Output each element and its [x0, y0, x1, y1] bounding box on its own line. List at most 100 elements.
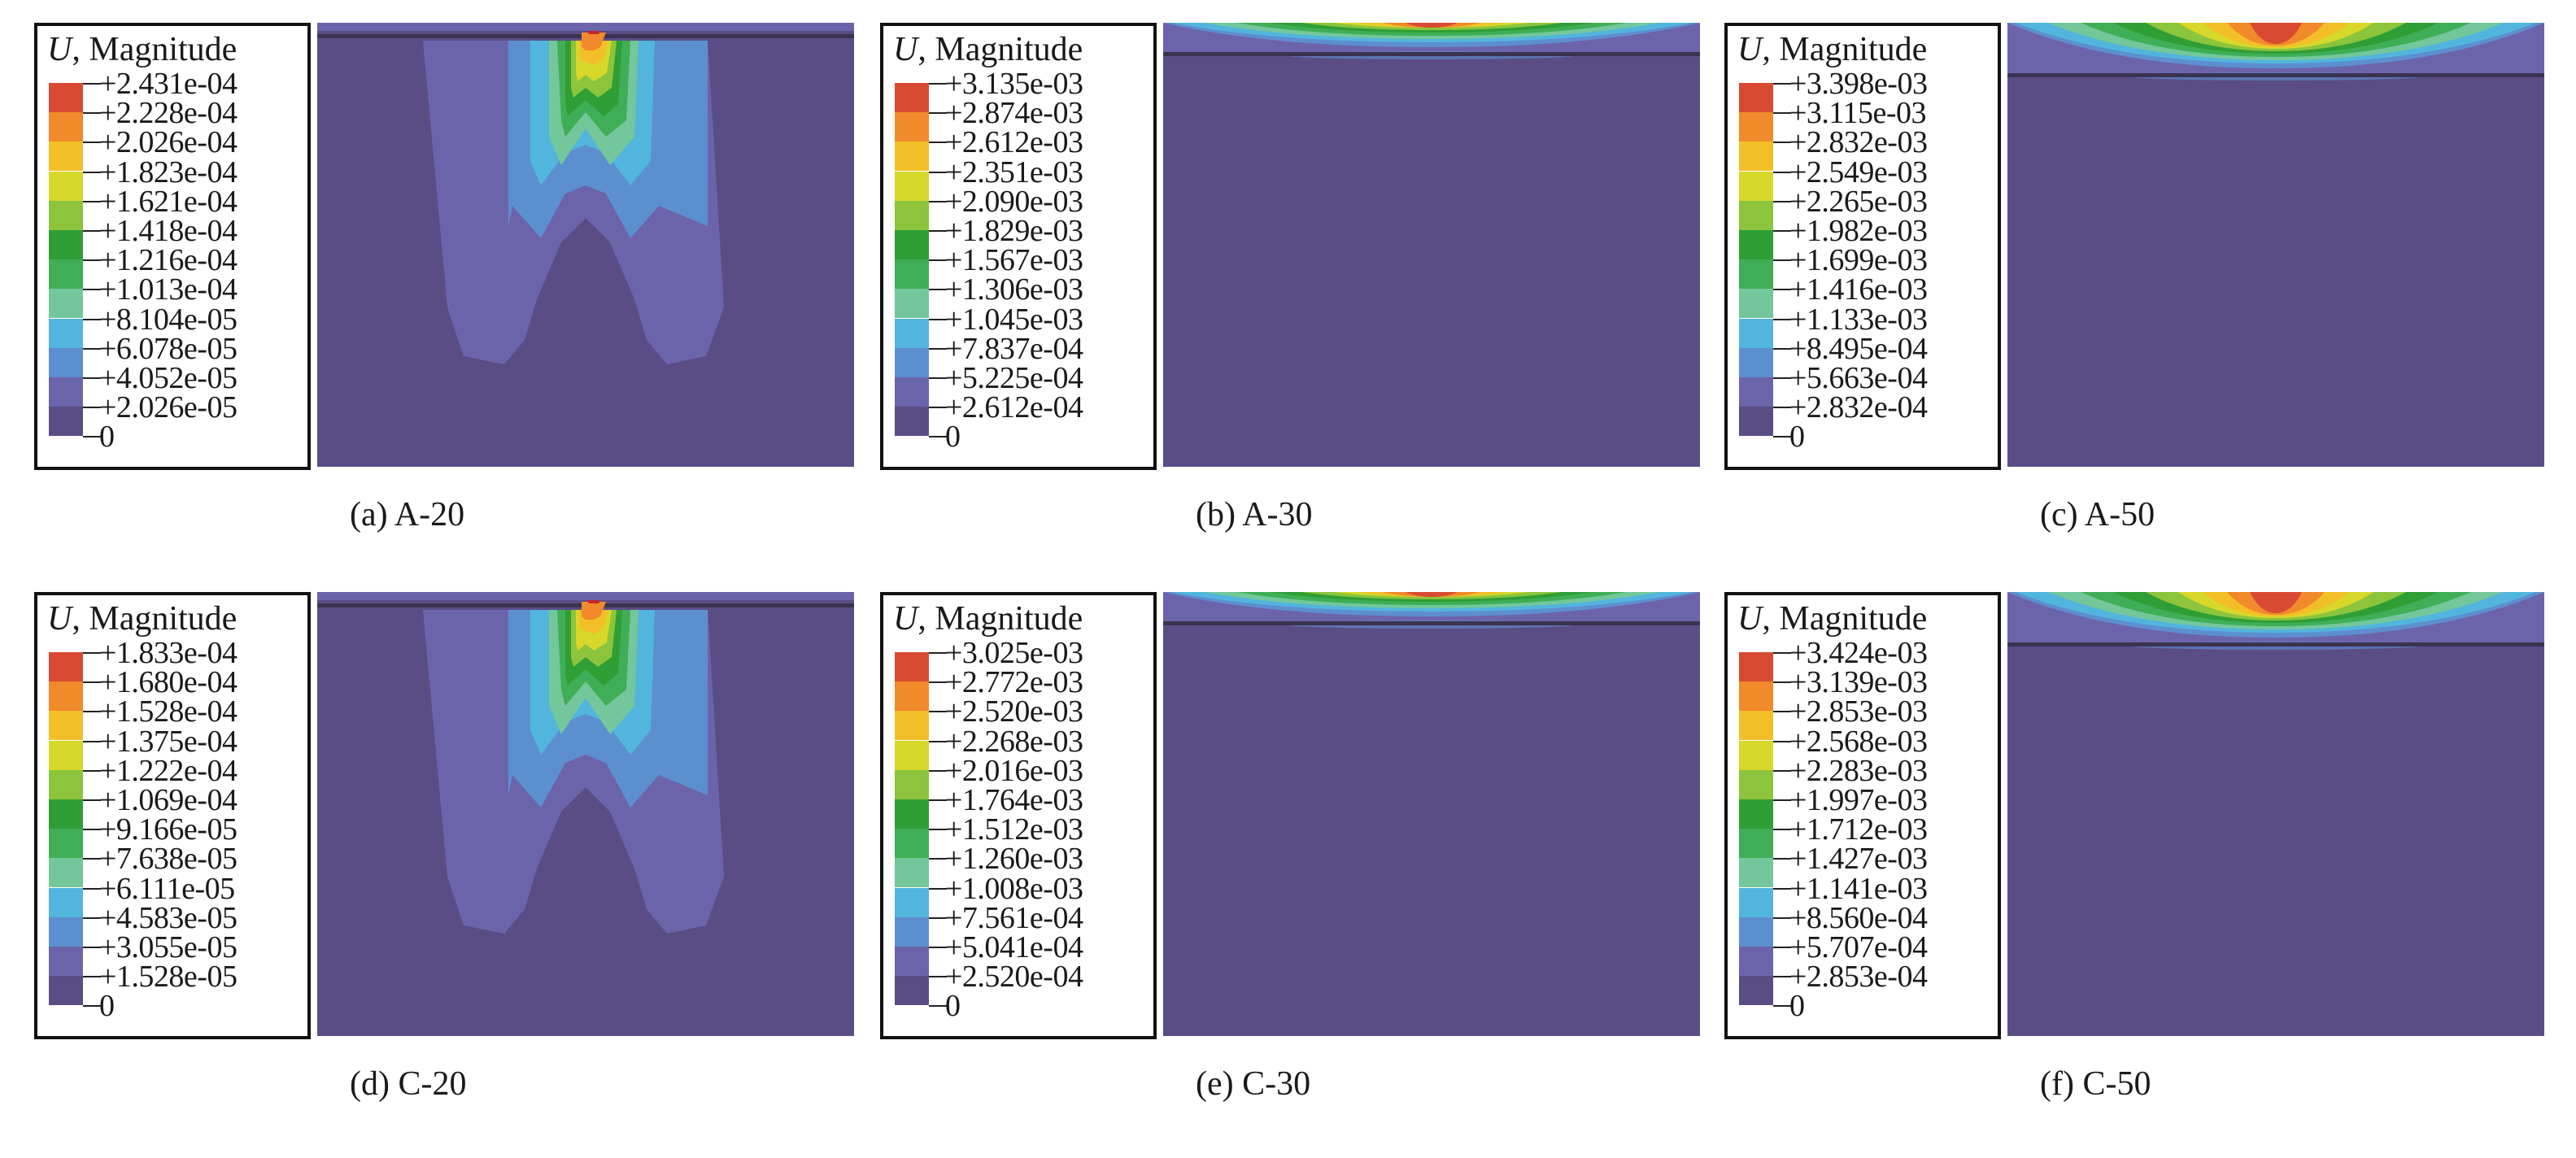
- legend-label: +5.225e-04: [945, 361, 1083, 395]
- legend-tick: [83, 740, 101, 742]
- legend-swatch: [1739, 652, 1773, 681]
- legend-label: +2.832e-03: [1789, 125, 1928, 160]
- legend-tick: [83, 83, 101, 85]
- contour-plot-svg: [317, 592, 854, 1036]
- legend-label: +4.583e-05: [99, 900, 238, 935]
- legend-label: +1.045e-03: [945, 302, 1083, 337]
- legend-tick: [83, 436, 101, 438]
- legend-label: +1.512e-03: [945, 812, 1083, 847]
- contour-zone-10: [582, 33, 606, 50]
- legend-title-variable: U: [893, 31, 918, 68]
- legend-label: +1.823e-04: [99, 155, 238, 189]
- legend-label: +1.712e-03: [1789, 812, 1928, 847]
- legend-swatch: [895, 769, 929, 799]
- layer-boundary-line: [2007, 642, 2544, 646]
- legend-swatch: [49, 259, 83, 290]
- legend-swatch: [49, 976, 83, 1006]
- legend-swatch: [1739, 407, 1773, 437]
- legend-title-text: , Magnitude: [72, 600, 238, 638]
- legend-swatch: [895, 112, 929, 142]
- legend-swatch: [49, 407, 83, 437]
- legend-tick: [929, 200, 947, 202]
- legend-label: +1.418e-04: [99, 214, 238, 248]
- legend-swatch: [1739, 858, 1773, 888]
- legend-tick: [83, 230, 101, 232]
- legend-tick: [1773, 711, 1791, 713]
- legend-title-variable: U: [47, 31, 72, 68]
- legend-label: 0: [1789, 420, 1805, 455]
- legend-swatch: [895, 799, 929, 829]
- legend-tick: [1773, 83, 1791, 85]
- legend-label: +1.699e-03: [1789, 243, 1928, 278]
- legend-label: +7.638e-05: [99, 842, 238, 877]
- legend-tick: [83, 377, 101, 379]
- panel-caption: (d) C-20: [350, 1065, 467, 1103]
- legend-swatch: [895, 407, 929, 437]
- panel-caption: (e) C-30: [1196, 1065, 1311, 1103]
- legend-label: +9.166e-05: [99, 812, 238, 847]
- layer-boundary-line: [1163, 621, 1700, 625]
- legend-title-text: , Magnitude: [918, 31, 1083, 68]
- legend-label: +3.424e-03: [1789, 636, 1928, 670]
- legend-tick: [1773, 289, 1791, 291]
- legend-tick: [1773, 347, 1791, 350]
- legend-title-variable: U: [47, 600, 72, 638]
- legend-tick: [1773, 141, 1791, 144]
- legend-swatch: [49, 858, 83, 888]
- legend-label: 0: [1789, 989, 1805, 1024]
- legend-tick: [929, 289, 947, 291]
- legend-tick: [83, 916, 101, 919]
- legend-tick: [83, 347, 101, 350]
- legend-tick: [1773, 318, 1791, 320]
- legend-swatch: [1739, 799, 1773, 829]
- legend-swatch: [49, 318, 83, 348]
- legend-label: +4.052e-05: [99, 361, 238, 395]
- legend-swatch: [895, 377, 929, 407]
- legend-tick: [83, 887, 101, 890]
- color-legend: U, Magnitude +3.424e-03 +3.139e-03 +2.853e-…: [1724, 592, 2001, 1039]
- legend-swatch: [895, 141, 929, 172]
- legend-title: U, Magnitude: [1737, 29, 1927, 70]
- legend-title-variable: U: [1737, 31, 1763, 68]
- legend-swatch: [1739, 347, 1773, 377]
- contour-plot-svg: [317, 23, 854, 467]
- legend-label: +7.837e-04: [945, 331, 1083, 366]
- legend-tick: [1773, 436, 1791, 438]
- contour-panel-6: U, Magnitude +3.424e-03 +3.139e-03 +2.853e-…: [1690, 569, 2544, 1103]
- legend-tick: [929, 171, 947, 173]
- legend-label: +1.222e-04: [99, 753, 238, 788]
- panel-caption: (c) A-50: [2040, 496, 2155, 533]
- legend-swatch: [895, 171, 929, 201]
- legend-tick: [929, 711, 947, 713]
- legend-label: 0: [99, 989, 115, 1024]
- contour-plot: [1163, 23, 1700, 467]
- legend-tick: [929, 681, 947, 684]
- legend-swatch: [1739, 141, 1773, 172]
- legend-tick: [929, 740, 947, 742]
- legend-tick: [83, 652, 101, 654]
- legend-swatch: [49, 799, 83, 829]
- legend-label: +5.663e-04: [1789, 361, 1928, 395]
- legend-tick: [83, 976, 101, 978]
- legend-swatch: [49, 681, 83, 712]
- legend-tick: [929, 112, 947, 115]
- legend-swatch: [49, 829, 83, 859]
- legend-swatch: [895, 83, 929, 112]
- legend-label: +2.853e-03: [1789, 694, 1928, 729]
- legend-scale: +2.431e-04 +2.228e-04 +2.026e-04 +1.823e-04…: [49, 68, 317, 467]
- legend-tick: [929, 858, 947, 860]
- legend-swatch: [895, 652, 929, 681]
- legend-scale: +1.833e-04 +1.680e-04 +1.528e-04 +1.375e-04…: [49, 638, 317, 1036]
- legend-tick: [1773, 858, 1791, 860]
- top-surface-band: [317, 592, 854, 600]
- legend-label: +3.139e-03: [1789, 665, 1928, 700]
- legend-swatch: [895, 858, 929, 888]
- legend-swatch: [1739, 829, 1773, 859]
- legend-tick: [929, 1005, 947, 1008]
- legend-tick: [1773, 259, 1791, 262]
- legend-tick: [1773, 377, 1791, 379]
- legend-title-text: , Magnitude: [1762, 31, 1928, 68]
- legend-tick: [83, 289, 101, 291]
- legend-title: U, Magnitude: [1737, 599, 1927, 639]
- contour-plot: [317, 592, 854, 1036]
